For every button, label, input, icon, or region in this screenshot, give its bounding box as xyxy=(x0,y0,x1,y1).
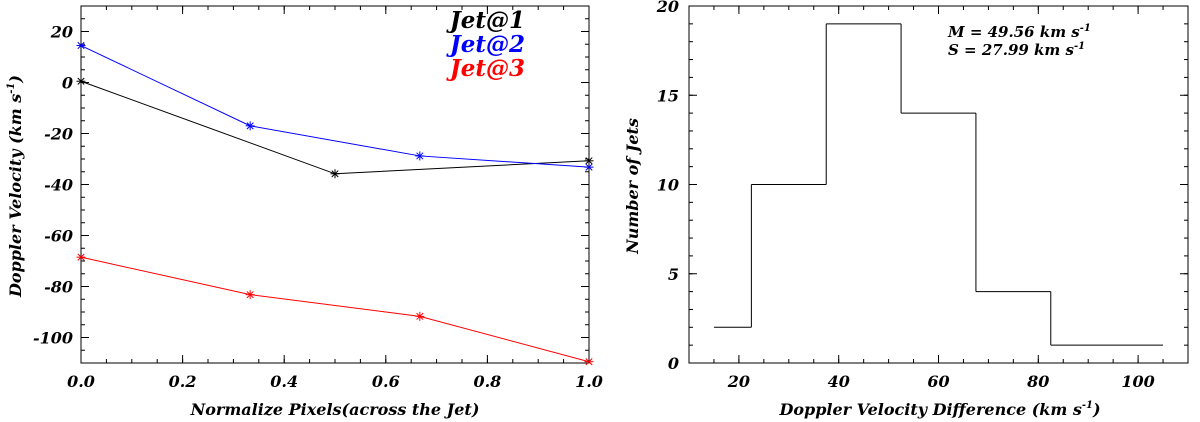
stat-sd-sup: -1 xyxy=(1074,41,1085,52)
left-y-label-main: Doppler Velocity (km s xyxy=(6,94,25,298)
left-y-tick-label: 20 xyxy=(50,23,73,42)
data-point-jet3 xyxy=(245,290,255,300)
right-y-tick-label: 20 xyxy=(656,0,679,16)
left-series-group xyxy=(76,41,594,366)
right-axis-ticks: 20 40 60 80 100 0 5 10 15 20 xyxy=(656,0,1189,391)
series-line-jet2 xyxy=(80,45,590,168)
stat-sd-text: S = 27.99 km s xyxy=(948,41,1075,59)
left-y-label-sup: -1 xyxy=(6,83,17,94)
right-y-tick-label: 15 xyxy=(657,86,679,105)
data-point-jet3 xyxy=(76,253,86,261)
legend-jet1: Jet@1 xyxy=(446,7,525,34)
asterisk-stroke xyxy=(77,77,85,85)
left-x-tick-label: 0.8 xyxy=(473,372,501,391)
right-x-tick-label: 80 xyxy=(1026,372,1049,391)
series-line-jet3 xyxy=(80,256,590,363)
left-x-tick-label: 0.6 xyxy=(372,372,400,391)
right-x-tick-label: 100 xyxy=(1121,372,1154,391)
right-x-label-main: Doppler Velocity Difference (km s xyxy=(778,400,1081,419)
right-x-label-sup: -1 xyxy=(1082,400,1093,411)
left-y-axis-label: Doppler Velocity (km s-1) xyxy=(6,75,25,298)
left-y-label-tail: ) xyxy=(6,75,25,84)
left-x-tick-label: 0.4 xyxy=(270,372,298,391)
left-axis-ticks: 0.0 0.2 0.4 0.6 0.8 1.0 20 0 -20 -40 -60 -80 -100 xyxy=(33,5,603,391)
left-x-tick-label: 0.2 xyxy=(169,372,197,391)
left-x-tick-label: 0.0 xyxy=(67,372,95,391)
data-point-jet2 xyxy=(584,163,594,171)
stat-mean-text: M = 49.56 km s xyxy=(947,23,1080,41)
data-point-jet3 xyxy=(415,311,425,321)
stat-mean-sup: -1 xyxy=(1080,23,1091,34)
stat-sd: S = 27.99 km s-1 xyxy=(948,41,1085,59)
data-point-jet1 xyxy=(76,77,86,85)
data-point-jet2 xyxy=(76,41,86,50)
histogram-stats: M = 49.56 km s-1 S = 27.99 km s-1 xyxy=(947,23,1091,59)
left-x-tick-label: 1.0 xyxy=(575,372,603,391)
right-y-tick-label: 10 xyxy=(657,176,679,195)
left-y-tick-label: -80 xyxy=(44,278,73,297)
right-histogram-steps xyxy=(713,23,1164,346)
left-y-tick-label: 0 xyxy=(62,74,73,93)
left-y-tick-label: -100 xyxy=(33,329,73,348)
right-x-axis-label: Doppler Velocity Difference (km s-1) xyxy=(778,400,1100,419)
left-y-tick-label: -20 xyxy=(44,125,73,144)
legend-jet3: Jet@3 xyxy=(446,55,525,82)
asterisk-stroke xyxy=(77,253,85,261)
asterisk-stroke xyxy=(585,157,593,165)
right-y-tick-label: 0 xyxy=(668,354,679,373)
series-line-jet1 xyxy=(80,80,590,175)
right-x-label-tail: ) xyxy=(1092,400,1101,419)
stat-mean: M = 49.56 km s-1 xyxy=(947,23,1091,41)
left-y-tick-label: -40 xyxy=(44,176,73,195)
asterisk-stroke xyxy=(585,163,593,171)
right-x-tick-label: 60 xyxy=(927,372,949,391)
data-point-jet3 xyxy=(584,358,594,366)
right-y-axis-label: Number of Jets xyxy=(623,118,642,255)
data-point-jet1 xyxy=(584,157,594,165)
right-y-tick-label: 5 xyxy=(668,265,679,284)
asterisk-stroke xyxy=(585,358,593,366)
doppler-velocity-line-chart: 0.0 0.2 0.4 0.6 0.8 1.0 20 0 -20 -40 -60 -80 -100 Je… xyxy=(6,5,603,419)
asterisk-stroke xyxy=(77,41,85,50)
data-point-jet1 xyxy=(330,169,340,179)
left-x-axis-label: Normalize Pixels(across the Jet) xyxy=(190,400,480,419)
left-legend: Jet@1 Jet@2 Jet@3 xyxy=(446,7,525,82)
left-y-tick-label: -60 xyxy=(44,227,73,246)
data-point-jet2 xyxy=(415,151,425,161)
data-point-jet2 xyxy=(245,121,255,131)
legend-jet2: Jet@2 xyxy=(446,31,525,58)
right-x-tick-label: 40 xyxy=(828,372,850,391)
right-x-tick-label: 20 xyxy=(727,372,750,391)
